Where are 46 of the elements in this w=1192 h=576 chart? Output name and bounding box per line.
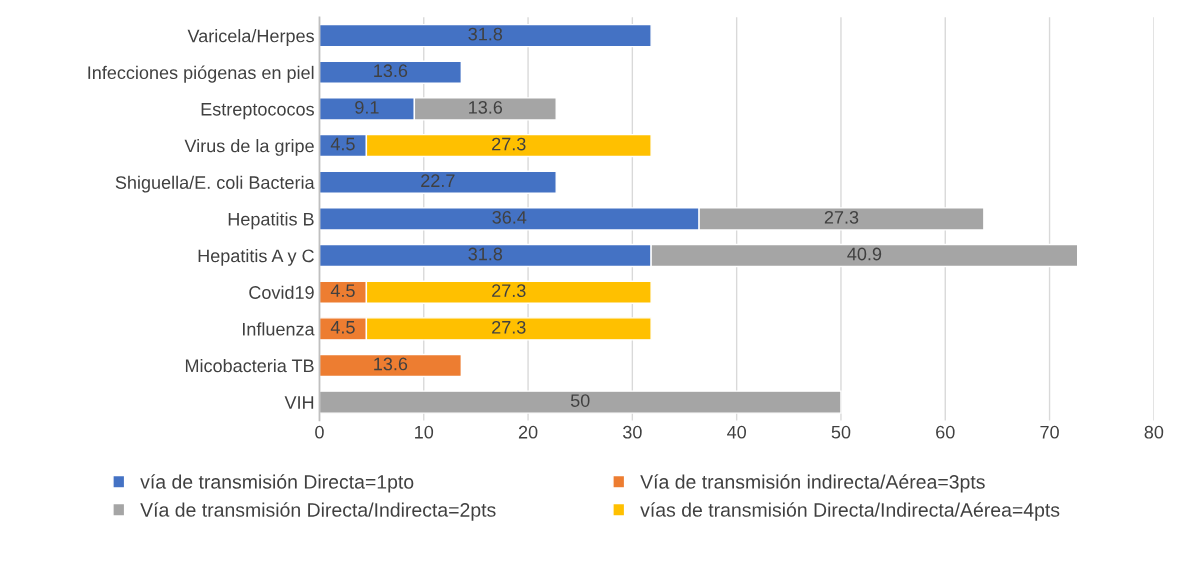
y-tick-label: Infecciones piógenas en piel bbox=[88, 65, 314, 83]
y-tick-label: Covid19 bbox=[249, 285, 314, 299]
y-tick-label: Virus de la gripe bbox=[184, 139, 314, 156]
y-tick-label: Hepatitis B bbox=[228, 212, 314, 230]
data-label: 36.4 bbox=[492, 210, 527, 224]
data-label: 13.6 bbox=[374, 64, 408, 78]
x-tick-label: 50 bbox=[831, 425, 851, 439]
legend-label: Vía de transmisión Directa/Indirecta=2pts bbox=[140, 502, 496, 521]
x-tick-label: 30 bbox=[623, 425, 642, 439]
bar bbox=[319, 170, 557, 194]
data-label: 13.6 bbox=[374, 357, 408, 371]
x-tick-label: 80 bbox=[1144, 425, 1164, 439]
y-tick-label: Shiguella/E. coli Bacteria bbox=[115, 175, 315, 193]
y-tick-label: Influenza bbox=[242, 322, 315, 336]
legend-label: vía de transmisión Directa=1pto bbox=[140, 474, 414, 493]
y-tick-label: Hepatitis A y C bbox=[198, 248, 314, 266]
y-tick-label: Estreptococos bbox=[201, 103, 314, 120]
data-label: 4.5 bbox=[330, 284, 355, 298]
legend-label: vías de transmisión Directa/Indirecta/Aérea=4pts bbox=[640, 502, 1060, 521]
data-label: 31.8 bbox=[468, 247, 503, 261]
bar bbox=[319, 353, 462, 378]
data-label: 27.3 bbox=[492, 284, 526, 298]
x-tick-label: 60 bbox=[936, 425, 955, 439]
data-label: 9.1 bbox=[355, 100, 379, 114]
bar bbox=[319, 60, 462, 84]
data-label: 22.7 bbox=[421, 174, 455, 187]
bar bbox=[319, 390, 842, 414]
legend-label: Vía de transmisión indirecta/Aérea=3pts bbox=[640, 474, 985, 493]
x-tick-label: 20 bbox=[518, 425, 538, 439]
data-label: 13.6 bbox=[469, 100, 503, 114]
data-label: 4.5 bbox=[330, 137, 355, 151]
y-tick-label: Varicela/Herpes bbox=[187, 29, 314, 46]
data-label: 27.3 bbox=[492, 320, 526, 334]
data-label: 31.8 bbox=[468, 27, 503, 41]
data-label: 27.3 bbox=[824, 210, 859, 224]
x-tick-label: 10 bbox=[415, 425, 434, 439]
y-tick-label: VIH bbox=[284, 396, 314, 409]
x-tick-label: 0 bbox=[315, 425, 324, 439]
data-label: 40.9 bbox=[847, 247, 882, 261]
x-tick-label: 70 bbox=[1040, 425, 1059, 439]
data-label: 4.5 bbox=[330, 321, 355, 334]
data-label: 27.3 bbox=[492, 137, 526, 151]
x-tick-label: 40 bbox=[727, 425, 746, 439]
data-label: 50 bbox=[570, 394, 590, 407]
bar bbox=[319, 23, 652, 48]
y-tick-label: Micobacteria TB bbox=[185, 358, 314, 373]
